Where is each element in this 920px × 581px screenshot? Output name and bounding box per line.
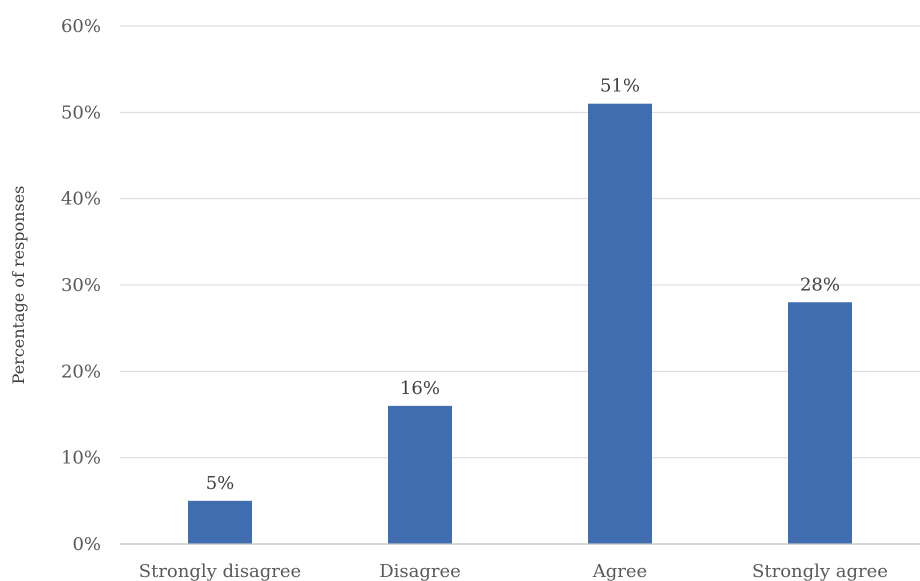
- y-tick-label: 20%: [61, 361, 101, 382]
- y-tick-label: 30%: [61, 275, 101, 296]
- data-label: 5%: [206, 473, 235, 494]
- bar: [388, 405, 452, 544]
- y-axis-title: Percentage of responses: [9, 186, 28, 385]
- y-tick-label: 0%: [72, 534, 101, 555]
- bar: [788, 302, 852, 544]
- data-labels: 5% 16% 51% 28%: [206, 76, 840, 494]
- x-tick-label: Strongly disagree: [139, 561, 301, 581]
- gridlines: [120, 25, 920, 459]
- y-axis-tick-labels: 0% 10% 20% 30% 40% 50% 60%: [61, 16, 101, 555]
- data-label: 16%: [400, 378, 440, 399]
- y-tick-label: 10%: [61, 448, 101, 469]
- data-label: 28%: [800, 274, 840, 295]
- bars: [188, 103, 852, 544]
- x-tick-label: Agree: [592, 561, 647, 581]
- y-tick-label: 40%: [61, 189, 101, 210]
- bar: [188, 500, 252, 544]
- x-axis-tick-labels: Strongly disagree Disagree Agree Strongly a…: [139, 561, 888, 581]
- data-label: 51%: [600, 76, 640, 97]
- y-tick-label: 60%: [61, 16, 101, 37]
- x-tick-label: Disagree: [379, 561, 461, 581]
- bar: [588, 103, 652, 544]
- x-tick-label: Strongly agree: [752, 561, 888, 581]
- y-tick-label: 50%: [61, 102, 101, 123]
